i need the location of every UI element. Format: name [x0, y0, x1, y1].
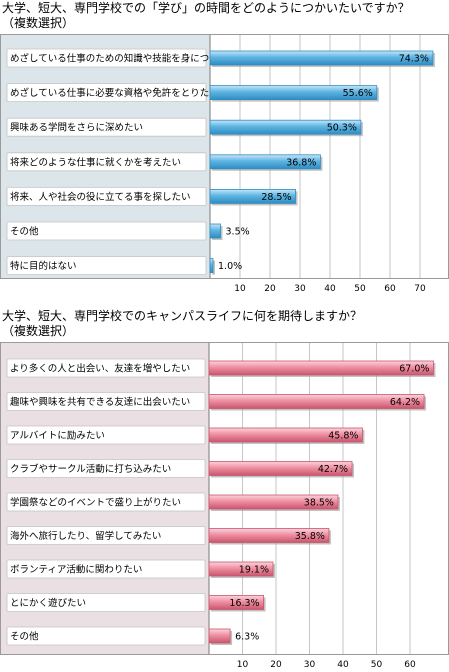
- category-label-box: [6, 459, 206, 478]
- category-label: 特に目的はない: [10, 260, 77, 272]
- x-tick-label: 10: [237, 660, 249, 670]
- category-label: 海外へ旅行したり、留学してみたい: [10, 530, 161, 542]
- category-label-box: [6, 256, 207, 276]
- value-label: 50.3%: [327, 123, 357, 134]
- category-label-box: [6, 492, 206, 512]
- category-label: アルバイトに励みたい: [10, 431, 105, 442]
- bar: [208, 628, 231, 644]
- category-label: 学園祭などのイベントで盛り上がりたい: [10, 497, 181, 509]
- value-label: 19.1%: [239, 565, 269, 576]
- bar: [208, 427, 363, 443]
- bar: [209, 85, 378, 100]
- x-tick-label: 60: [404, 660, 416, 670]
- bar: [208, 494, 339, 510]
- category-label: ボランティア活動に関わりたい: [10, 564, 142, 576]
- value-label: 42.7%: [318, 464, 348, 475]
- bar: [209, 188, 296, 204]
- value-label: 55.6%: [343, 88, 373, 99]
- chart2-subtitle: （複数選択）: [2, 324, 75, 338]
- bar-shadow: [212, 260, 215, 275]
- category-label: とにかく遊びたい: [10, 597, 86, 609]
- value-label: 1.0%: [218, 261, 242, 272]
- chart2-campus-life-expectations: 10 20 30 40 50 60 より多くの人と出会い、友達を増やしたい 67.0% 趣味や興…: [0, 342, 449, 670]
- category-label-box: [6, 48, 207, 68]
- value-label: 67.0%: [399, 364, 429, 375]
- bar: [208, 461, 353, 476]
- value-label: 6.3%: [235, 632, 259, 643]
- category-label-box: [6, 626, 206, 646]
- chart2-title: 大学、短大、専門学校でのキャンパスライフに何を期待しますか？: [2, 309, 363, 323]
- bar: [208, 528, 330, 543]
- value-label: 35.8%: [295, 531, 325, 542]
- chart1-learning-usage: 10 20 30 40 50 60 70 めざしている仕事のための知識や技能を身につけたい 74…: [0, 34, 449, 294]
- bar: [208, 595, 265, 610]
- bar: [209, 258, 214, 274]
- x-tick-label: 20: [270, 660, 282, 670]
- chart1-title: 大学、短大、専門学校での「学び」の時間をどのようにつかいたいですか？: [2, 1, 410, 15]
- x-tick-label: 40: [337, 660, 349, 670]
- category-label: より多くの人と出会い、友達を増やしたい: [10, 363, 190, 375]
- category-label-box: [6, 152, 207, 172]
- x-tick-label: 30: [304, 660, 316, 670]
- category-label: めざしている仕事に必要な資格や免許をとりたい: [10, 87, 219, 99]
- bar: [208, 561, 274, 577]
- category-label-box: [6, 593, 206, 612]
- bar: [208, 360, 434, 376]
- value-label: 3.5%: [226, 227, 250, 238]
- category-label-box: [6, 117, 207, 137]
- x-tick-label: 40: [324, 284, 336, 294]
- x-tick-label: 10: [234, 284, 246, 294]
- bar: [209, 154, 321, 170]
- bar: [209, 223, 221, 239]
- category-label: 趣味や興味を共有できる友達に出会いたい: [10, 396, 190, 408]
- chart1-subtitle: （複数選択）: [2, 16, 75, 30]
- value-label: 45.8%: [328, 431, 358, 442]
- category-label-box: [6, 425, 206, 445]
- value-label: 64.2%: [390, 397, 420, 408]
- bar: [209, 119, 362, 135]
- category-label-box: [6, 392, 206, 411]
- x-tick-label: 20: [264, 284, 276, 294]
- category-label-box: [6, 358, 206, 378]
- category-label: 将来どのような仕事に就くかを考えたい: [10, 156, 181, 168]
- value-label: 16.3%: [229, 598, 259, 609]
- category-label-box: [6, 83, 207, 102]
- value-label: 28.5%: [261, 192, 291, 203]
- category-label: その他: [10, 631, 39, 643]
- x-tick-label: 50: [354, 284, 366, 294]
- x-tick-label: 30: [294, 284, 306, 294]
- category-label-box: [6, 559, 206, 579]
- category-label: その他: [10, 226, 39, 238]
- bar: [209, 50, 434, 66]
- x-tick-label: 70: [414, 284, 426, 294]
- value-label: 36.8%: [286, 157, 316, 168]
- category-label-box: [6, 526, 206, 545]
- x-tick-label: 50: [371, 660, 383, 670]
- category-label-box: [6, 221, 207, 241]
- category-label: 将来、人や社会の役に立てる事を探したい: [10, 191, 191, 203]
- category-label: 興味ある学問をさらに深めたい: [10, 122, 143, 134]
- value-label: 74.3%: [399, 54, 429, 65]
- bar: [208, 394, 425, 409]
- value-label: 38.5%: [304, 498, 334, 509]
- category-label: めざしている仕事のための知識や技能を身につけたい: [10, 53, 238, 65]
- category-label: クラブやサークル活動に打ち込みたい: [10, 463, 171, 475]
- x-tick-label: 60: [384, 284, 396, 294]
- category-label-box: [6, 186, 207, 206]
